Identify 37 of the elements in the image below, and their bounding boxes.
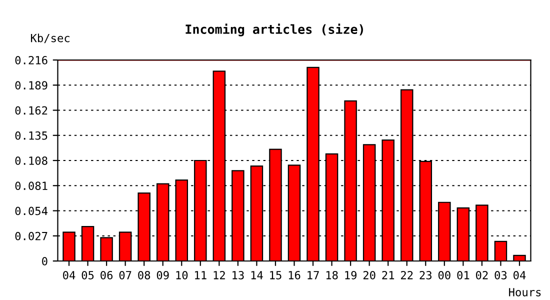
x-tick-label: 05: [82, 270, 94, 280]
y-tick-label: 0.081: [15, 182, 48, 190]
y-tick-label: 0.027: [15, 232, 48, 240]
x-tick-label: 10: [176, 270, 188, 280]
x-tick-label: 04: [514, 270, 526, 280]
x-tick-label: 13: [232, 270, 244, 280]
x-tick-label: 04: [63, 270, 76, 280]
y-tick-label: 0.054: [15, 206, 48, 216]
x-tick-label: 00: [438, 270, 450, 280]
x-tick-label: 21: [382, 270, 394, 280]
y-tick-label: 0.135: [15, 131, 48, 140]
x-tick-label: 17: [308, 271, 319, 280]
x-tick-label: 20: [363, 270, 376, 280]
x-tick-label: 16: [288, 270, 300, 280]
y-tick-label: 0.216: [15, 56, 48, 64]
y-tick-label: 0.189: [15, 81, 48, 90]
y-tick-label: 0: [42, 257, 48, 266]
x-tick-label: 15: [270, 271, 282, 280]
x-tick-label: 08: [138, 270, 150, 280]
x-tick-label: 22: [401, 270, 413, 280]
x-tick-label: 01: [457, 270, 470, 280]
x-tick-label: 23: [420, 270, 432, 280]
x-tick-label: 12: [214, 270, 225, 280]
chart-title: Incoming articles (size): [186, 24, 363, 36]
x-axis-title: Hours: [509, 288, 541, 296]
x-tick-label: 06: [100, 270, 113, 280]
y-tick-label: 0.162: [15, 106, 48, 115]
x-tick-label: 14: [251, 271, 263, 280]
y-tick-label: 0.108: [15, 156, 48, 165]
x-tick-label: 02: [476, 270, 488, 280]
x-tick-label: 18: [326, 270, 338, 280]
x-tick-label: 07: [119, 270, 132, 280]
x-tick-label: 03: [494, 270, 507, 280]
y-axis-title: Kb/sec: [30, 34, 70, 44]
x-tick-label: 19: [345, 270, 356, 280]
x-tick-label: 09: [156, 270, 169, 280]
x-tick-label: 11: [195, 271, 206, 280]
